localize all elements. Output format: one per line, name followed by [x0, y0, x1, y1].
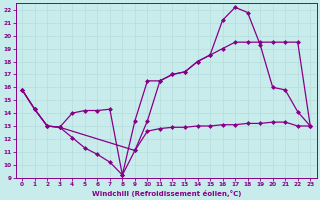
X-axis label: Windchill (Refroidissement éolien,°C): Windchill (Refroidissement éolien,°C)	[92, 190, 241, 197]
